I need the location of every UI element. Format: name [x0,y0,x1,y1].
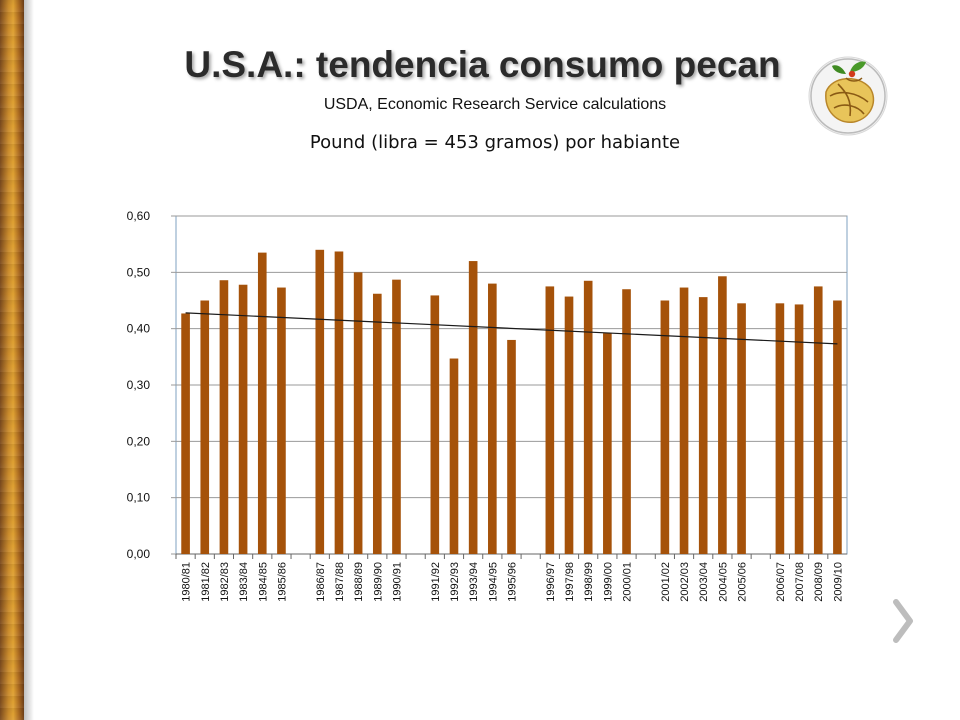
slide-subtitle: USDA, Economic Research Service calculat… [323,96,667,113]
bar [603,333,612,554]
x-tick-label: 1997/98 [564,562,576,602]
y-tick-label: 0,10 [127,491,151,505]
bar [737,303,746,554]
wood-border [0,0,24,720]
x-tick-label: 2009/10 [832,562,844,602]
x-tick-label: 1990/91 [391,562,403,602]
bar [315,249,325,555]
x-tick-label: 2007/08 [794,562,806,602]
x-tick-label: 1988/89 [353,562,365,602]
bar [372,293,382,554]
bar [833,300,842,554]
x-tick-label: 1995/96 [507,562,519,602]
x-tick-label: 1999/00 [602,562,614,602]
bar [449,358,459,554]
y-tick-label: 0,50 [127,265,151,279]
bar [622,289,631,554]
x-tick-label: 1986/87 [315,562,327,602]
y-tick-label: 0,30 [127,378,151,392]
bar [238,284,248,554]
bar [679,287,689,554]
bar [334,251,344,555]
bar [200,300,210,554]
y-tick-label: 0,40 [127,322,151,336]
bar [257,252,267,554]
bar [775,303,785,554]
x-tick-label: 1994/95 [487,562,499,602]
x-tick-label: 2001/02 [660,562,672,602]
x-tick-label: 2004/05 [717,562,729,602]
chart-unit-label: Pound (libra = 453 gramos) por habiante [309,132,681,153]
bar [430,295,440,554]
x-tick-label: 1992/93 [449,562,461,602]
x-tick-label: 1980/81 [181,562,193,602]
x-tick-label: 1982/83 [219,562,231,602]
bar [392,279,401,554]
x-tick-label: 2003/04 [698,562,710,602]
bar [564,296,574,554]
bar [813,286,823,554]
y-tick-label: 0,20 [127,434,151,448]
chevron-right-icon[interactable] [888,596,918,646]
pecan-globe-logo-icon [808,56,888,136]
bar [583,280,593,554]
bar [698,297,708,554]
slide-title: U.S.A.: tendencia consumo pecan [184,44,781,85]
bar [181,313,190,554]
bar [718,276,727,554]
x-tick-label: 1984/85 [257,562,269,602]
bar [488,283,497,554]
x-tick-label: 2002/03 [679,562,691,602]
bar [545,286,555,554]
plot-area: 0,00 0,10 0,20 0,30 0,40 0,50 0,60 1980/81 1981/… [127,209,848,602]
x-tick-label: 2008/09 [813,562,825,602]
x-tick-label: 1998/99 [583,562,595,602]
bar [660,300,670,554]
y-tick-label: 0,60 [127,209,151,223]
x-tick-label: 2005/06 [737,562,749,602]
wood-border-shadow [24,0,34,720]
x-tick-label: 1981/82 [200,562,212,602]
y-tick-label: 0,00 [127,547,151,561]
x-tick-label: 2000/01 [622,562,634,602]
x-tick-label: 1991/92 [430,562,442,602]
x-tick-label: 1985/86 [276,562,288,602]
x-tick-label: 1993/94 [468,562,480,602]
bar [219,280,229,554]
x-tick-label: 1983/84 [238,562,250,602]
bar [794,304,804,554]
x-tick-label: 1996/97 [545,562,557,602]
bar [277,287,286,554]
bar [468,261,478,554]
x-tick-label: 2006/07 [775,562,787,602]
bar [353,272,363,554]
bar [507,339,516,554]
trendline [185,312,838,345]
x-tick-label: 1989/90 [372,562,384,602]
x-tick-label: 1987/88 [334,562,346,602]
